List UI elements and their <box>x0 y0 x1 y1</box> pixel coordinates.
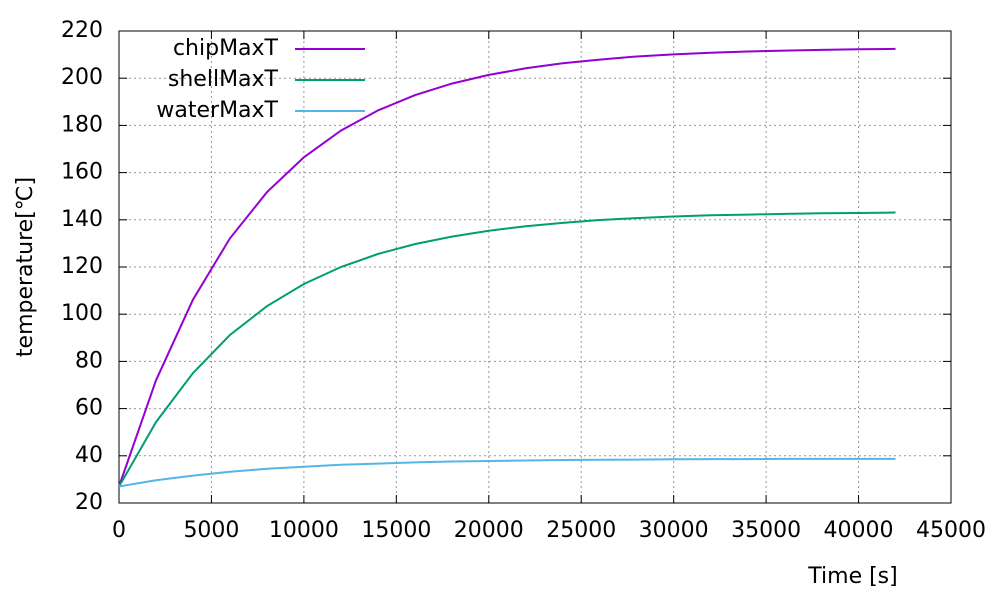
legend-label: chipMaxT <box>173 36 279 61</box>
x-tick-label: 5000 <box>183 518 239 543</box>
y-tick-label: 160 <box>61 160 103 185</box>
x-tick-label: 35000 <box>731 518 801 543</box>
y-tick-label: 120 <box>61 254 103 279</box>
data-line <box>118 457 896 488</box>
x-tick-label: 15000 <box>361 518 431 543</box>
y-tick-label: 20 <box>75 490 103 515</box>
y-tick-label: 200 <box>61 65 103 90</box>
x-tick-label: 10000 <box>269 518 339 543</box>
legend-label: shellMaxT <box>168 67 279 92</box>
x-tick-label: 30000 <box>639 518 709 543</box>
legend-label: waterMaxT <box>156 98 278 123</box>
y-tick-label: 140 <box>61 207 103 232</box>
plot-frame <box>118 30 952 504</box>
y-axis-label: temperature[℃] <box>13 177 38 357</box>
x-tick-label: 45000 <box>916 518 986 543</box>
data-line <box>118 211 896 487</box>
x-tick-label: 0 <box>112 518 126 543</box>
y-tick-label: 220 <box>61 18 103 43</box>
data-line <box>118 47 896 487</box>
x-tick-label: 40000 <box>824 518 894 543</box>
x-tick-label: 25000 <box>546 518 616 543</box>
y-tick-label: 60 <box>75 396 103 421</box>
x-tick-label: 20000 <box>454 518 524 543</box>
y-tick-label: 80 <box>75 348 103 373</box>
x-axis-label: Time [s] <box>807 564 897 589</box>
y-tick-label: 100 <box>61 301 103 326</box>
y-tick-label: 40 <box>75 443 103 468</box>
y-tick-label: 180 <box>61 112 103 137</box>
